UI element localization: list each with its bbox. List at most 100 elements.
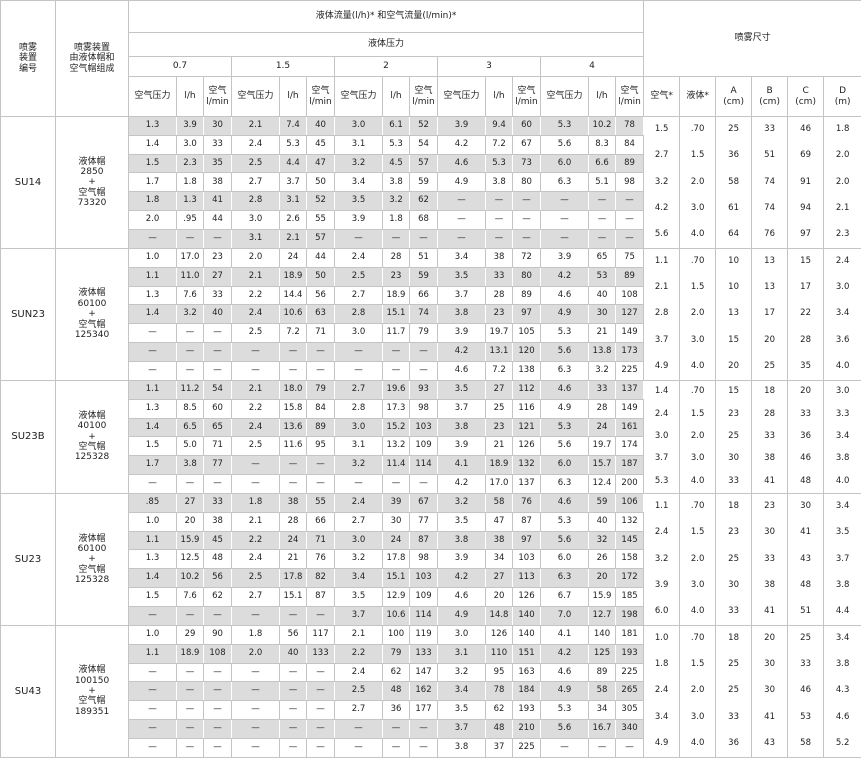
header-line: 液体* — [686, 91, 709, 102]
data-row: SU23 液体帽 60100 + 空气帽 125328.85 27 33 1.8 38 55 2.4 3… — [0, 492, 861, 626]
data-cell: 77 — [409, 511, 438, 532]
data-cell: 11.2 — [176, 379, 204, 400]
data-cell: 193 — [512, 700, 541, 720]
dim-value: 3.7 — [835, 553, 850, 564]
data-cell: — — [409, 360, 438, 381]
dim-value: 91 — [800, 176, 811, 187]
data-cell: 181 — [614, 624, 645, 645]
dim-value: 4.0 — [690, 228, 705, 239]
dim-value: 94 — [800, 202, 811, 213]
data-cell: 4.2 — [437, 134, 486, 155]
assembly-line: + — [88, 431, 96, 442]
data-cell: — — [512, 191, 541, 212]
data-cell: — — [588, 210, 616, 230]
dim-value: 74 — [764, 176, 775, 187]
data-cell: 4.6 — [437, 587, 486, 607]
header-cell: 喷雾尺寸 — [643, 0, 861, 77]
data-cell: — — [382, 474, 410, 494]
data-cell: 1.8 — [176, 172, 204, 193]
data-cell: 98 — [409, 398, 438, 419]
dim-value: 41 — [764, 711, 775, 722]
dim-value: 2.7 — [654, 150, 669, 161]
data-cell: — — [231, 719, 280, 739]
data-row: — — —2.5 7.2 71 3.0 11.7 79 3.9 19.7 105 5.3 21 149 — [1, 323, 861, 344]
data-cell: 3.1 — [279, 191, 307, 212]
data-cell: 40 — [279, 643, 307, 664]
data-cell: 55 — [306, 210, 335, 230]
data-cell: — — [279, 360, 307, 381]
data-cell: 2.0 — [231, 247, 280, 268]
data-cell: 30 — [382, 511, 410, 532]
data-cell: 112 — [512, 379, 541, 400]
dim-cell: 3.4 3.8 4.3 4.6 5.2 — [823, 624, 861, 758]
dim-stack: 10 10 13 15 20 — [717, 249, 751, 379]
data-cell: 185 — [614, 587, 645, 607]
data-cell: 62 — [409, 191, 438, 212]
data-cell: — — [203, 700, 232, 720]
data-cell: — — [512, 228, 541, 249]
data-cell: 1.5 — [128, 153, 177, 174]
data-cell: 3.7 — [437, 398, 486, 419]
dim-value: 69 — [800, 150, 811, 161]
data-cell: 132 — [614, 511, 645, 532]
data-cell: 15.7 — [588, 455, 616, 476]
data-cell: 149 — [614, 323, 645, 344]
dim-value: 2.4 — [654, 685, 669, 696]
data-cell: — — [614, 191, 645, 212]
data-cell: 23 — [485, 304, 513, 325]
pressure-header: 3 — [437, 56, 541, 77]
dim-value: 36 — [800, 430, 811, 441]
dim-cell: 1.8 2.0 2.0 2.1 2.3 — [823, 116, 861, 249]
data-cell: 225 — [614, 662, 645, 683]
sub-header: B (cm) — [751, 76, 789, 117]
data-cell: 7.2 — [485, 360, 513, 381]
data-cell: 3.7 — [334, 605, 383, 626]
data-cell: 1.8 — [231, 492, 280, 513]
dim-value: 2.4 — [835, 256, 850, 267]
dim-value: 4.6 — [835, 711, 850, 722]
data-cell: — — [485, 228, 513, 249]
assembly-line: 60100 — [77, 298, 107, 309]
data-cell: 29 — [176, 624, 204, 645]
data-cell: 2.2 — [231, 285, 280, 306]
dim-cell: 3.4 3.5 3.7 3.8 4.4 — [823, 492, 861, 626]
data-cell: 71 — [306, 323, 335, 344]
data-cell: 93 — [409, 379, 438, 400]
dim-value: 46 — [800, 453, 811, 464]
data-cell: — — [176, 700, 204, 720]
data-cell: 15.9 — [176, 530, 204, 551]
data-cell: 2.7 — [334, 511, 383, 532]
data-cell: 2.4 — [334, 662, 383, 683]
data-cell: — — [614, 228, 645, 249]
dim-value: 2.1 — [835, 202, 850, 213]
data-cell: 20 — [485, 587, 513, 607]
header-line: 喷雾 — [18, 42, 37, 53]
dim-cell: 1.5 2.7 3.2 4.2 5.6 — [643, 116, 681, 249]
dim-stack: 15 23 25 30 33 — [717, 381, 751, 492]
data-cell: — — [128, 228, 177, 249]
data-cell: 2.8 — [231, 191, 280, 212]
data-cell: 50 — [306, 172, 335, 193]
data-cell: 63 — [306, 304, 335, 325]
data-cell: — — [409, 737, 438, 758]
dim-value: 3.8 — [835, 453, 850, 464]
data-cell: 5.3 — [540, 323, 589, 344]
data-cell: 33 — [485, 266, 513, 287]
data-cell: 95 — [306, 436, 335, 457]
data-cell: 73 — [512, 153, 541, 174]
data-cell: 48 — [203, 549, 232, 570]
data-cell: 120 — [512, 342, 541, 362]
data-cell: 75 — [614, 247, 645, 268]
dim-value: 18 — [728, 633, 739, 644]
data-cell: 59 — [409, 172, 438, 193]
data-cell: 14.8 — [485, 605, 513, 626]
data-cell: 2.1 — [231, 266, 280, 287]
dim-cell: 1.4 2.4 3.0 3.7 5.3 — [643, 379, 681, 494]
data-cell: 3.8 — [485, 172, 513, 193]
dim-stack: 25 36 58 61 64 — [717, 117, 751, 247]
data-row: — — — — — —2.7 36 177 3.5 62 193 5.3 34 305 — [1, 700, 861, 720]
data-cell: — — [176, 719, 204, 739]
data-cell: 18.0 — [279, 379, 307, 400]
data-cell: — — [176, 323, 204, 344]
data-cell: 140 — [588, 624, 616, 645]
